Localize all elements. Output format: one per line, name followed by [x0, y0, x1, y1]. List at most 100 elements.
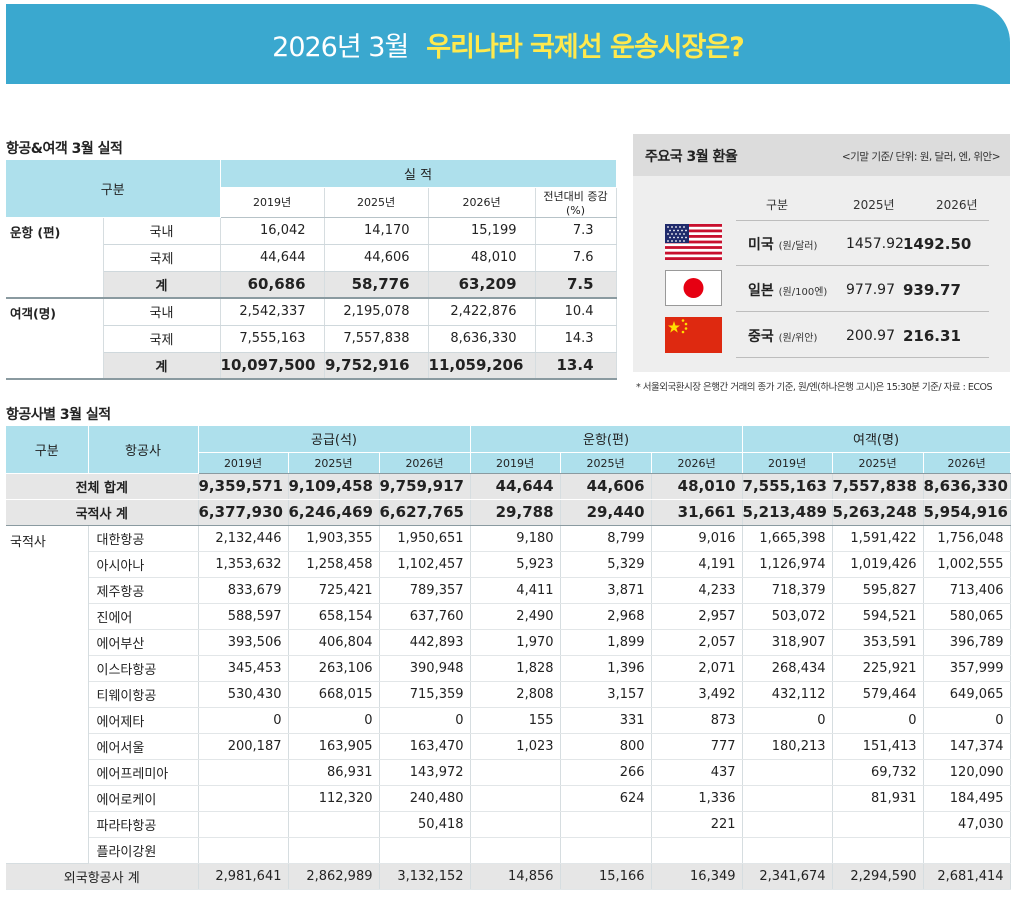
table-cell: 8,636,330 — [923, 473, 1011, 500]
table-cell — [470, 811, 561, 838]
table-row: 에어부산 393,506 406,804 442,893 1,970 1,899 2,057… — [6, 629, 1011, 656]
table-cell: 7,557,838 — [832, 473, 924, 500]
table-cell: 6,627,765 — [379, 499, 471, 526]
table-cell: 47,030 — [923, 811, 1011, 838]
table-cell: 163,905 — [288, 733, 380, 760]
table-cell — [742, 759, 833, 786]
table-cell: 0 — [198, 707, 289, 734]
table-cell: 44,644 — [220, 244, 325, 272]
table2-year-header: 2019년 — [198, 452, 289, 474]
table-cell: 86,931 — [288, 759, 380, 786]
table2-year-header: 2025년 — [288, 452, 380, 474]
us-flag-icon — [665, 224, 722, 260]
table-cell: 595,827 — [832, 577, 924, 604]
table-row: 진에어 588,597 658,154 637,760 2,490 2,968 2,957 5… — [6, 603, 1011, 630]
table-cell: 16,042 — [220, 217, 325, 245]
table-cell: 1,019,426 — [832, 551, 924, 578]
table-cell: 725,421 — [288, 577, 380, 604]
table-cell: 4,233 — [651, 577, 743, 604]
table1-group-header: 구분 — [6, 160, 221, 218]
fx-col-group: 구분 — [766, 198, 789, 212]
table-cell: 5,954,916 — [923, 499, 1011, 526]
summary-row: 전체 합계 9,359,571 9,109,458 9,759,917 44,644 44… — [6, 473, 1011, 500]
table-cell — [470, 837, 561, 864]
table-cell: 180,213 — [742, 733, 833, 760]
table-cell: 833,679 — [198, 577, 289, 604]
table-row: 에어제타 0 0 0 155 331 873 0 0 0 — [6, 707, 1011, 734]
table-cell: 63,209 — [428, 271, 536, 299]
table1-sub-label: 국내 — [103, 217, 221, 245]
table-cell: 0 — [288, 707, 380, 734]
table2-year-header: 2026년 — [379, 452, 471, 474]
table2-flights-header: 운항(편) — [470, 426, 743, 453]
table-cell: 353,591 — [832, 629, 924, 656]
table1-results-header: 실 적 — [220, 160, 617, 188]
table2-airline-header: 항공사 — [88, 426, 199, 474]
table-cell — [379, 837, 471, 864]
table-cell: 873 — [651, 707, 743, 734]
table-cell: 1,258,458 — [288, 551, 380, 578]
table-cell: 789,357 — [379, 577, 471, 604]
table-cell: 263,106 — [288, 655, 380, 682]
table-cell: 396,789 — [923, 629, 1011, 656]
table-cell — [923, 837, 1011, 864]
table-cell: 3,492 — [651, 681, 743, 708]
china-flag-icon — [665, 317, 722, 353]
table-cell: 594,521 — [832, 603, 924, 630]
exchange-rate-panel: 주요국 3월 환율 <기말 기준/ 단위: 원, 달러, 엔, 위안> 구분 2… — [633, 134, 1010, 372]
exchange-rate-note: * 서울외국환시장 은행간 거래의 종가 기준, 원/엔(하나은행 고시)은 1… — [636, 382, 992, 393]
table-cell: 44,606 — [560, 473, 652, 500]
fx-value-2026: 939.77 — [903, 281, 961, 299]
airline-name: 에어부산 — [88, 629, 199, 656]
table-row: 플라이강원 — [6, 837, 1011, 864]
table-row: 에어로케이 112,320 240,480 624 1,336 81,931 184,495 — [6, 785, 1011, 812]
table2-passengers-header: 여객(명) — [742, 426, 1011, 453]
table-cell: 1,950,651 — [379, 525, 471, 552]
table-cell: 31,661 — [651, 499, 743, 526]
table-cell: 3,871 — [560, 577, 652, 604]
table-cell: 16,349 — [651, 862, 743, 890]
table2-year-header: 2025년 — [560, 452, 652, 474]
table-cell: 318,907 — [742, 629, 833, 656]
table2-year-header: 2019년 — [742, 452, 833, 474]
table-cell: 2,422,876 — [428, 297, 536, 326]
table-cell: 11,059,206 — [428, 352, 536, 380]
section-title-airlines: 항공사별 3월 실적 — [6, 407, 111, 423]
table-cell: 200,187 — [198, 733, 289, 760]
table-cell: 1,828 — [470, 655, 561, 682]
table-row: 계 10,097,500 9,752,916 11,059,206 13.4 — [6, 352, 617, 380]
table-cell — [742, 785, 833, 812]
table-cell: 1,102,457 — [379, 551, 471, 578]
table-cell: 44,644 — [470, 473, 561, 500]
table-cell: 112,320 — [288, 785, 380, 812]
table-cell: 2,862,989 — [288, 862, 380, 890]
table-cell: 81,931 — [832, 785, 924, 812]
table-cell: 48,010 — [428, 244, 536, 272]
table2-year-header-row: 2019년 2025년 2026년 2019년 2025년 2026년 2019년 2025년… — [6, 452, 1011, 474]
table-cell: 1,353,632 — [198, 551, 289, 578]
table-cell: 44,606 — [324, 244, 429, 272]
table-cell: 8,636,330 — [428, 325, 536, 353]
japan-flag-icon — [665, 270, 722, 306]
table1-year-header: 2026년 — [428, 187, 536, 218]
table-row: 국제 7,555,163 7,557,838 8,636,330 14.3 — [6, 325, 617, 353]
table-cell: 530,430 — [198, 681, 289, 708]
table-cell: 120,090 — [923, 759, 1011, 786]
table-cell: 713,406 — [923, 577, 1011, 604]
table-cell: 7.5 — [535, 271, 617, 299]
summary-label: 외국항공사 계 — [6, 862, 199, 890]
table-cell: 393,506 — [198, 629, 289, 656]
table-row: 국적사 대한항공 2,132,446 1,903,355 1,950,651 9,180 8… — [6, 525, 1011, 864]
table-cell: 7,555,163 — [742, 473, 833, 500]
table-cell: 8,799 — [560, 525, 652, 552]
table2-year-header: 2019년 — [470, 452, 561, 474]
table-cell: 7,557,838 — [324, 325, 429, 353]
table-cell: 1,665,398 — [742, 525, 833, 552]
table-cell: 50,418 — [379, 811, 471, 838]
table-cell: 3,157 — [560, 681, 652, 708]
table-cell — [470, 759, 561, 786]
table-cell: 0 — [742, 707, 833, 734]
table-cell: 777 — [651, 733, 743, 760]
airline-name: 이스타항공 — [88, 655, 199, 682]
summary-label: 전체 합계 — [6, 473, 199, 500]
